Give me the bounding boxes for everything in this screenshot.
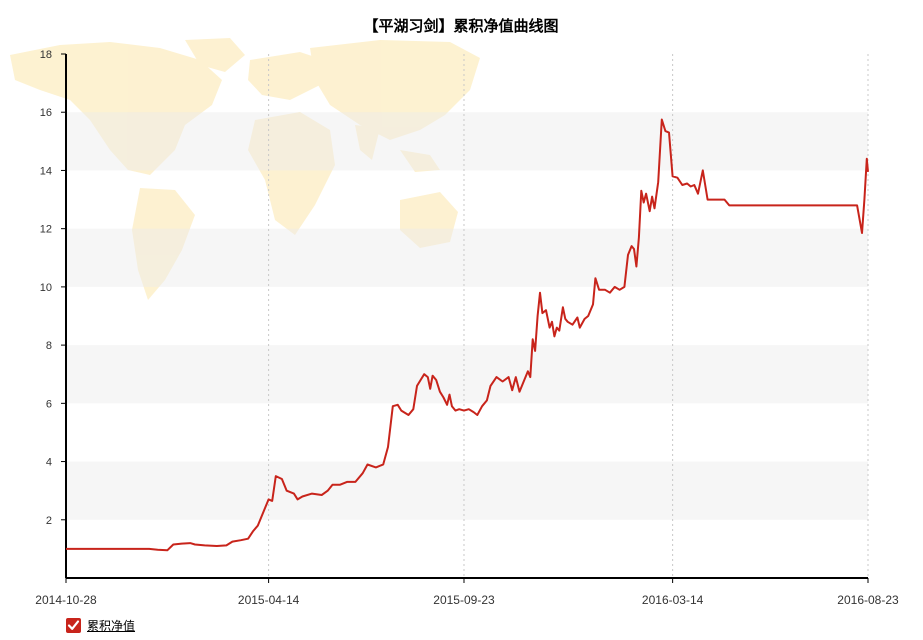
legend-item[interactable]: 累积净值 — [66, 617, 135, 634]
x-tick-label: 2014-10-28 — [35, 593, 97, 607]
x-tick-label: 2015-09-23 — [433, 593, 495, 607]
y-tick-label: 4 — [46, 457, 52, 469]
x-tick-label: 2016-08-23 — [837, 593, 899, 607]
y-tick-label: 12 — [40, 224, 52, 236]
y-tick-label: 10 — [40, 282, 52, 294]
y-axis-ticks: 2 4 6 8 10 12 14 16 18 — [40, 49, 66, 527]
y-tick-label: 14 — [40, 165, 52, 177]
x-axis-ticks: 2014-10-28 2015-04-14 2015-09-23 2016-03-14… — [35, 578, 899, 607]
band — [66, 461, 868, 520]
x-tick-label: 2016-03-14 — [642, 593, 704, 607]
y-tick-label: 6 — [46, 398, 52, 410]
band — [66, 345, 868, 404]
series-line — [66, 118, 869, 552]
y-tick-label: 16 — [40, 107, 52, 119]
world-map-background — [10, 38, 480, 300]
band — [66, 112, 868, 171]
horizontal-bands — [66, 112, 868, 520]
y-tick-label: 18 — [40, 49, 52, 61]
checkmark-icon — [67, 620, 80, 630]
axes — [65, 54, 868, 579]
legend-checkbox-icon[interactable] — [66, 618, 81, 633]
y-tick-label: 2 — [46, 515, 52, 527]
x-tick-label: 2015-04-14 — [238, 593, 300, 607]
y-tick-label: 8 — [46, 340, 52, 352]
chart-title: 【平湖习剑】累积净值曲线图 — [363, 17, 558, 35]
band — [66, 228, 868, 287]
series-layer — [66, 118, 869, 552]
legend-label[interactable]: 累积净值 — [87, 619, 136, 633]
